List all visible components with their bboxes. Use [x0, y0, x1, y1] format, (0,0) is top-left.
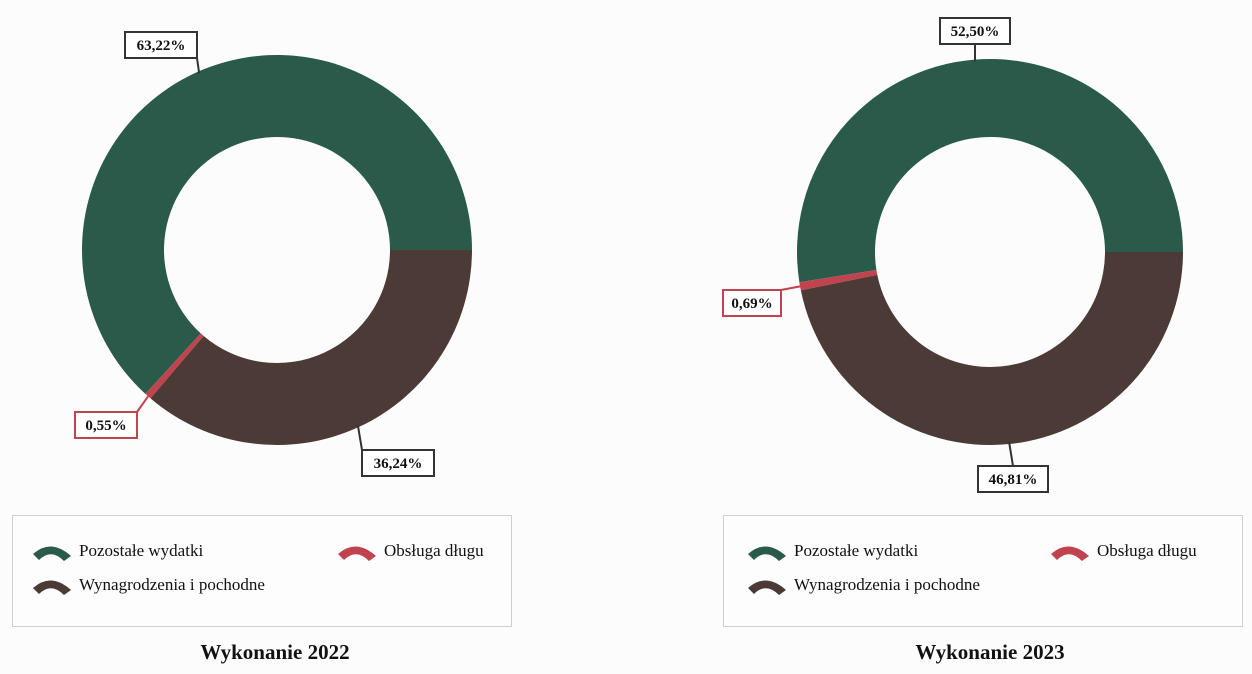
data-label: 36,24% [374, 456, 423, 472]
donut-slice [145, 333, 204, 399]
data-label: 52,50% [951, 24, 1000, 40]
chart-title-2023: Wykonanie 2023 [915, 640, 1065, 664]
legend-item-obsluga: Obsługa długu [1049, 540, 1197, 562]
data-label: 0,69% [731, 296, 772, 312]
leader-line [196, 57, 201, 74]
leader-line [356, 425, 363, 451]
data-label-box [722, 289, 782, 317]
leader-line [136, 394, 151, 413]
legend-swatch-obsluga [338, 546, 376, 561]
legend-item-pozostale: Pozostałe wydatki [31, 540, 203, 562]
donut-slice [150, 250, 472, 445]
legend-label: Obsługa długu [1097, 541, 1197, 560]
legend-item-obsluga: Obsługa długu [336, 540, 484, 562]
legend-swatch-obsluga [1051, 546, 1089, 561]
donut-chart-2022: 63,22% 0,55% 36,24% [74, 31, 472, 477]
legend-swatch-wynagrodzenia [33, 580, 71, 595]
data-label-box [361, 449, 435, 477]
data-label-box [977, 465, 1049, 493]
data-label-box [939, 17, 1011, 45]
data-label-box [74, 411, 138, 439]
donut-chart-2023: 52,50% 0,69% 46,81% [722, 17, 1183, 493]
data-label: 63,22% [137, 38, 186, 54]
legend-item-wynagrodzenia: Wynagrodzenia i pochodne [746, 574, 980, 596]
legend-item-pozostale: Pozostałe wydatki [746, 540, 918, 562]
data-label: 46,81% [989, 472, 1038, 488]
legend-label: Pozostałe wydatki [794, 541, 919, 560]
legend-label: Wynagrodzenia i pochodne [794, 575, 980, 594]
donut-slice [82, 55, 472, 394]
legend-swatch-pozostale [748, 546, 786, 561]
legend-label: Obsługa długu [384, 541, 484, 560]
donut-slice [800, 252, 1183, 445]
legend-swatch-wynagrodzenia [748, 580, 786, 595]
legend-2022: Pozostałe wydatki Obsługa długu Wynagrod… [12, 515, 512, 627]
chart-title-2022: Wykonanie 2022 [200, 640, 350, 664]
legend-item-wynagrodzenia: Wynagrodzenia i pochodne [31, 574, 265, 596]
legend-label: Wynagrodzenia i pochodne [79, 575, 265, 594]
data-label-box [124, 31, 198, 59]
donut-slice [799, 269, 878, 291]
leader-line [1008, 441, 1014, 467]
leader-line [780, 284, 803, 291]
data-label: 0,55% [85, 418, 126, 434]
legend-label: Pozostałe wydatki [79, 541, 204, 560]
donut-slice [796, 58, 1183, 283]
legend-swatch-pozostale [33, 546, 71, 561]
legend-2023: Pozostałe wydatki Obsługa długu Wynagrod… [723, 515, 1243, 627]
